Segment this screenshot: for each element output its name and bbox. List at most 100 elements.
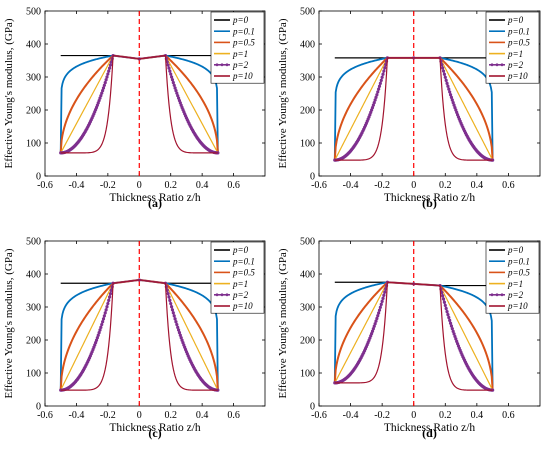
data-point bbox=[373, 322, 377, 326]
y-tick-label: 300 bbox=[300, 73, 315, 84]
legend-label: p=0.5 bbox=[507, 38, 530, 48]
data-point bbox=[167, 66, 171, 70]
data-point bbox=[100, 322, 104, 327]
data-point bbox=[449, 324, 454, 328]
data-point bbox=[491, 388, 495, 392]
y-tick-label: 400 bbox=[26, 40, 41, 51]
data-point bbox=[447, 87, 451, 91]
data-point bbox=[169, 305, 174, 309]
data-point bbox=[106, 301, 110, 306]
data-point bbox=[441, 69, 446, 73]
data-point bbox=[443, 75, 447, 79]
legend-label: p=1 bbox=[232, 49, 248, 59]
y-tick-label: 100 bbox=[300, 139, 315, 150]
x-tick-label: 0.6 bbox=[502, 180, 515, 191]
x-tick-label: 0.2 bbox=[439, 410, 452, 421]
x-tick-label: 0.2 bbox=[164, 180, 177, 191]
data-point bbox=[170, 78, 175, 82]
data-point bbox=[380, 75, 384, 79]
data-point bbox=[372, 101, 376, 105]
x-tick-label: 0 bbox=[137, 180, 142, 191]
data-point bbox=[442, 300, 447, 304]
data-point bbox=[448, 93, 453, 97]
data-point bbox=[175, 91, 179, 95]
x-tick-label: -0.4 bbox=[343, 180, 359, 191]
legend-marker bbox=[215, 63, 219, 67]
data-point bbox=[445, 309, 449, 314]
data-point bbox=[373, 98, 377, 102]
data-point bbox=[94, 341, 98, 345]
data-point bbox=[166, 63, 170, 67]
data-point bbox=[173, 317, 177, 321]
data-point bbox=[376, 314, 380, 318]
data-point bbox=[377, 308, 382, 312]
data-point bbox=[446, 84, 450, 88]
data-point bbox=[370, 106, 375, 110]
data-point bbox=[97, 331, 101, 335]
data-point bbox=[375, 93, 379, 97]
data-point bbox=[444, 306, 448, 311]
data-point bbox=[180, 338, 184, 342]
legend-marker bbox=[490, 63, 494, 67]
x-tick-label: 0.6 bbox=[502, 410, 515, 421]
data-point bbox=[167, 295, 171, 299]
x-tick-label: 0.2 bbox=[164, 410, 177, 421]
y-tick-label: 100 bbox=[26, 139, 41, 150]
data-point bbox=[176, 328, 181, 332]
legend-marker bbox=[500, 63, 504, 67]
legend-marker bbox=[220, 293, 224, 297]
data-point bbox=[383, 290, 387, 294]
legend-label: p=10 bbox=[232, 71, 253, 81]
x-tick-label: 0.6 bbox=[227, 410, 240, 421]
data-point bbox=[174, 320, 178, 324]
data-point bbox=[382, 69, 386, 73]
data-point bbox=[101, 320, 105, 324]
legend-label: p=2 bbox=[507, 290, 524, 300]
data-point bbox=[444, 78, 448, 82]
y-tick-label: 0 bbox=[310, 402, 315, 413]
series-line-p-10 bbox=[334, 57, 493, 161]
data-point bbox=[94, 338, 99, 342]
legend-label: p=0.1 bbox=[507, 26, 530, 36]
chart-panel-1: 0 100 200 300 400 500 -0.6 -0.4 -0.2 0 0.2 0.4 0.6 Th… bbox=[3, 7, 266, 210]
legend-box bbox=[210, 241, 265, 314]
data-point bbox=[441, 66, 445, 70]
series-line-p-10 bbox=[60, 279, 218, 391]
y-tick-label: 400 bbox=[300, 270, 315, 281]
x-tick-label: 0.6 bbox=[227, 180, 240, 191]
data-point bbox=[104, 308, 108, 312]
data-point bbox=[108, 63, 113, 67]
data-point bbox=[166, 292, 170, 296]
y-tick-label: 200 bbox=[26, 106, 41, 117]
data-point bbox=[168, 298, 172, 302]
data-point bbox=[103, 80, 107, 85]
data-point bbox=[176, 325, 180, 329]
data-point bbox=[450, 327, 454, 331]
legend-marker bbox=[225, 293, 229, 297]
legend-marker bbox=[500, 293, 504, 297]
series-line-p-10 bbox=[334, 281, 493, 391]
data-point bbox=[170, 308, 175, 312]
chart-panel-4: 0 100 200 300 400 500 -0.6 -0.4 -0.2 0 0.2 0.4 0.6 Th… bbox=[277, 237, 541, 440]
x-tick-label: 0.2 bbox=[439, 180, 452, 191]
y-axis-label: Effective Young's modulus, (GPa) bbox=[277, 18, 289, 168]
x-axis-label: Thickness Ratio z/h bbox=[109, 192, 201, 204]
data-point bbox=[107, 69, 111, 73]
legend-label: p=0.5 bbox=[232, 38, 255, 48]
data-point bbox=[448, 321, 453, 325]
y-tick-label: 300 bbox=[26, 73, 41, 84]
data-point bbox=[377, 87, 381, 91]
data-point bbox=[98, 96, 102, 100]
data-point bbox=[178, 333, 182, 337]
data-point bbox=[378, 305, 382, 309]
y-axis-label: Effective Young's modulus, (GPa) bbox=[3, 18, 15, 168]
x-tick-label: -0.2 bbox=[374, 180, 390, 191]
data-point bbox=[99, 94, 103, 98]
data-point bbox=[171, 311, 175, 315]
data-point bbox=[379, 78, 383, 82]
data-point bbox=[101, 86, 106, 90]
data-point bbox=[175, 322, 179, 327]
legend-label: p=0 bbox=[232, 15, 249, 25]
legend-label: p=2 bbox=[232, 60, 249, 70]
